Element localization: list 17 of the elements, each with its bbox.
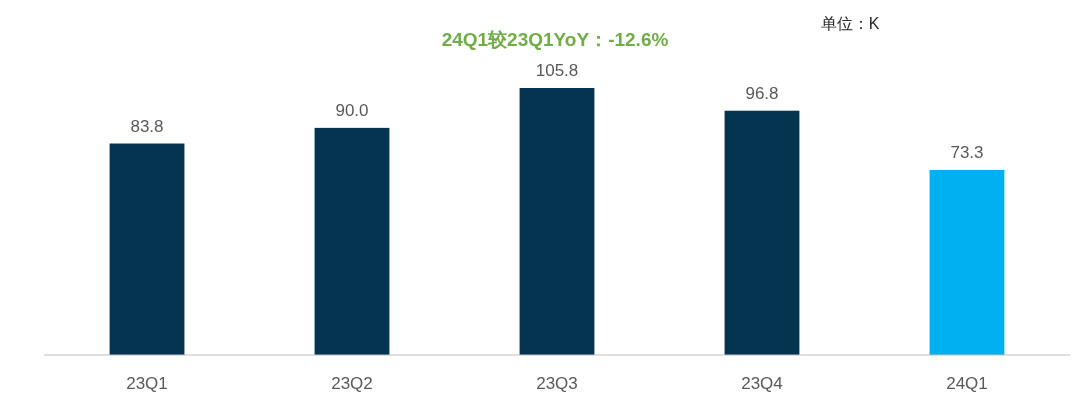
bar <box>929 170 1005 355</box>
bar <box>314 127 390 355</box>
bar <box>519 88 595 355</box>
x-tick-label: 23Q4 <box>741 374 783 393</box>
text: 单位：K <box>820 15 880 32</box>
bar <box>109 143 185 355</box>
data-label: 90.0 <box>335 100 369 120</box>
data-label: 73.3 <box>950 143 984 163</box>
x-tick-label: 24Q1 <box>946 374 988 393</box>
data-label: 83.8 <box>130 116 164 136</box>
bar <box>724 110 800 355</box>
x-tick-label: 23Q2 <box>331 374 373 393</box>
x-tick-label: 23Q1 <box>126 374 168 393</box>
x-tick-label: 23Q3 <box>536 374 578 393</box>
data-label: 96.8 <box>745 83 779 103</box>
chart-title: 24Q1较23Q1YoY：-12.6% <box>441 29 669 50</box>
data-label: 105.8 <box>535 61 579 80</box>
